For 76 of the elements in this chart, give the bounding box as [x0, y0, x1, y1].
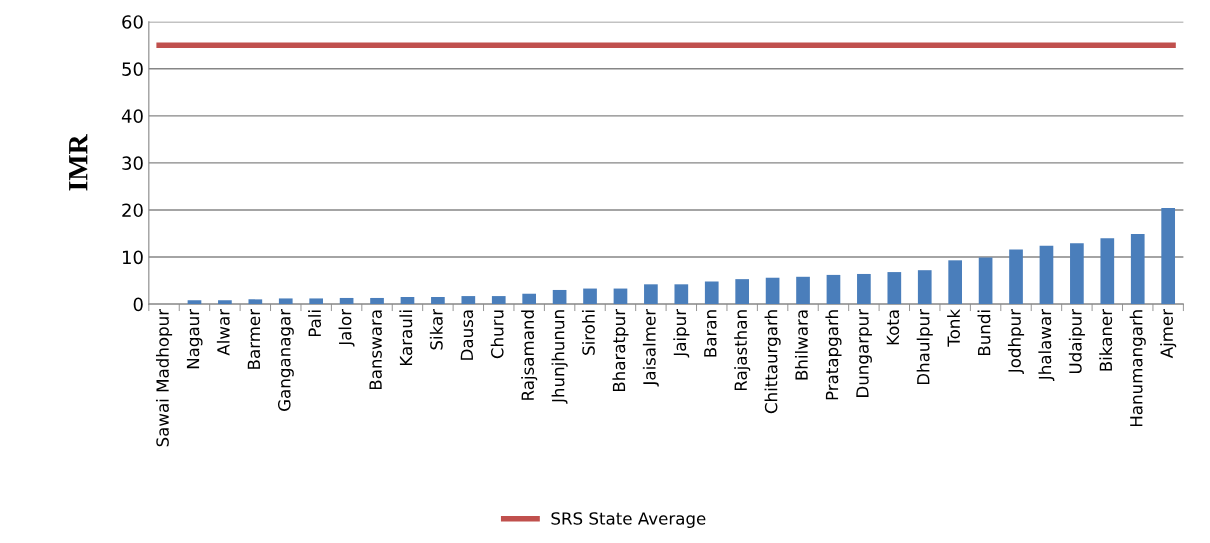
x-tick-label: Jhalawar: [1038, 308, 1055, 382]
x-tick-label: Ajmer: [1160, 308, 1177, 359]
x-tick-label: Sawai Madhopur: [155, 308, 173, 447]
bar: [1009, 249, 1023, 305]
bar: [278, 298, 293, 305]
x-tick-label: Banswara: [369, 310, 382, 390]
x-tick-label: Bundi: [977, 310, 991, 356]
bar: [1130, 233, 1145, 305]
bar: [1161, 208, 1176, 305]
y-axis-title: IMR: [69, 134, 88, 191]
x-tick-label: Karauli: [399, 310, 413, 366]
bar: [187, 300, 202, 305]
bar: [522, 293, 537, 305]
legend-label: SRS State Average: [551, 512, 706, 528]
bar: [248, 299, 263, 305]
y-tick-label: 40: [121, 109, 143, 123]
x-tick-label: Nagaur: [186, 308, 203, 369]
x-tick-label: Jodhpur: [1007, 308, 1025, 375]
x-tick-label: Rajsamand: [521, 310, 538, 400]
bar: [1039, 245, 1054, 305]
x-tick-label: Dausa: [460, 310, 474, 360]
bar: [917, 270, 932, 305]
x-tick-label: Barmer: [247, 308, 261, 369]
x-tick-label: Chittaurgarh: [764, 310, 781, 414]
x-tick-label: Alwar: [216, 308, 230, 356]
bar: [1070, 243, 1084, 305]
x-tick-label: Baran: [704, 310, 717, 357]
bar: [491, 296, 506, 305]
x-tick-label: Bhilwara: [794, 310, 808, 380]
bar: [765, 277, 780, 305]
y-tick-label: 30: [122, 156, 143, 171]
x-tick-label: Dhaulpur: [916, 308, 933, 385]
y-tick-label: 10: [122, 250, 143, 265]
x-tick-label: Jhunjhunun: [551, 310, 568, 404]
y-tick-label: 20: [122, 203, 143, 218]
bar: [400, 297, 415, 305]
x-tick-label: Pratapgarh: [825, 310, 842, 400]
x-tick-label: Rajasthan: [734, 310, 751, 391]
x-tick-label: Jaisalmer: [642, 308, 659, 387]
bar: [613, 288, 628, 305]
x-tick-label: Hanumangarh: [1129, 310, 1146, 427]
bar: [431, 297, 445, 305]
bar: [796, 276, 810, 305]
bar: [948, 260, 963, 305]
x-tick-label: Churu: [490, 310, 504, 359]
y-tick-label: 60: [122, 15, 143, 29]
x-tick-label: Udaipur: [1068, 308, 1085, 374]
bar: [461, 296, 476, 305]
x-tick-label: Kota: [886, 310, 900, 345]
x-tick-label: Dungarpur: [856, 308, 872, 397]
bar: [887, 272, 902, 305]
bar: [1100, 238, 1115, 305]
x-tick-label: Pali: [308, 310, 322, 337]
bar: [704, 281, 719, 305]
bar: [309, 298, 324, 305]
x-tick-label: Sikar: [429, 308, 443, 350]
x-tick-label: Jaipur: [673, 308, 690, 358]
bar: [583, 288, 597, 305]
x-tick-label: Bharatpur: [612, 308, 629, 392]
x-tick-label: Ganganagar: [277, 308, 294, 411]
x-tick-label: Bikaner: [1099, 308, 1113, 371]
x-tick-label: Jalor: [338, 308, 355, 347]
bar: [552, 289, 567, 305]
bar: [857, 273, 871, 305]
bar: [339, 297, 354, 305]
bar: [674, 284, 689, 305]
bar: [826, 274, 841, 305]
x-tick-label: Sirohi: [581, 310, 595, 355]
bar: [978, 257, 993, 305]
x-tick-label: Tonk: [947, 308, 961, 347]
bar: [370, 297, 384, 305]
bar: [735, 279, 750, 305]
bar: [218, 300, 232, 305]
bar: [644, 284, 658, 305]
y-tick-label: 0: [133, 297, 143, 312]
y-tick-label: 50: [122, 62, 143, 76]
